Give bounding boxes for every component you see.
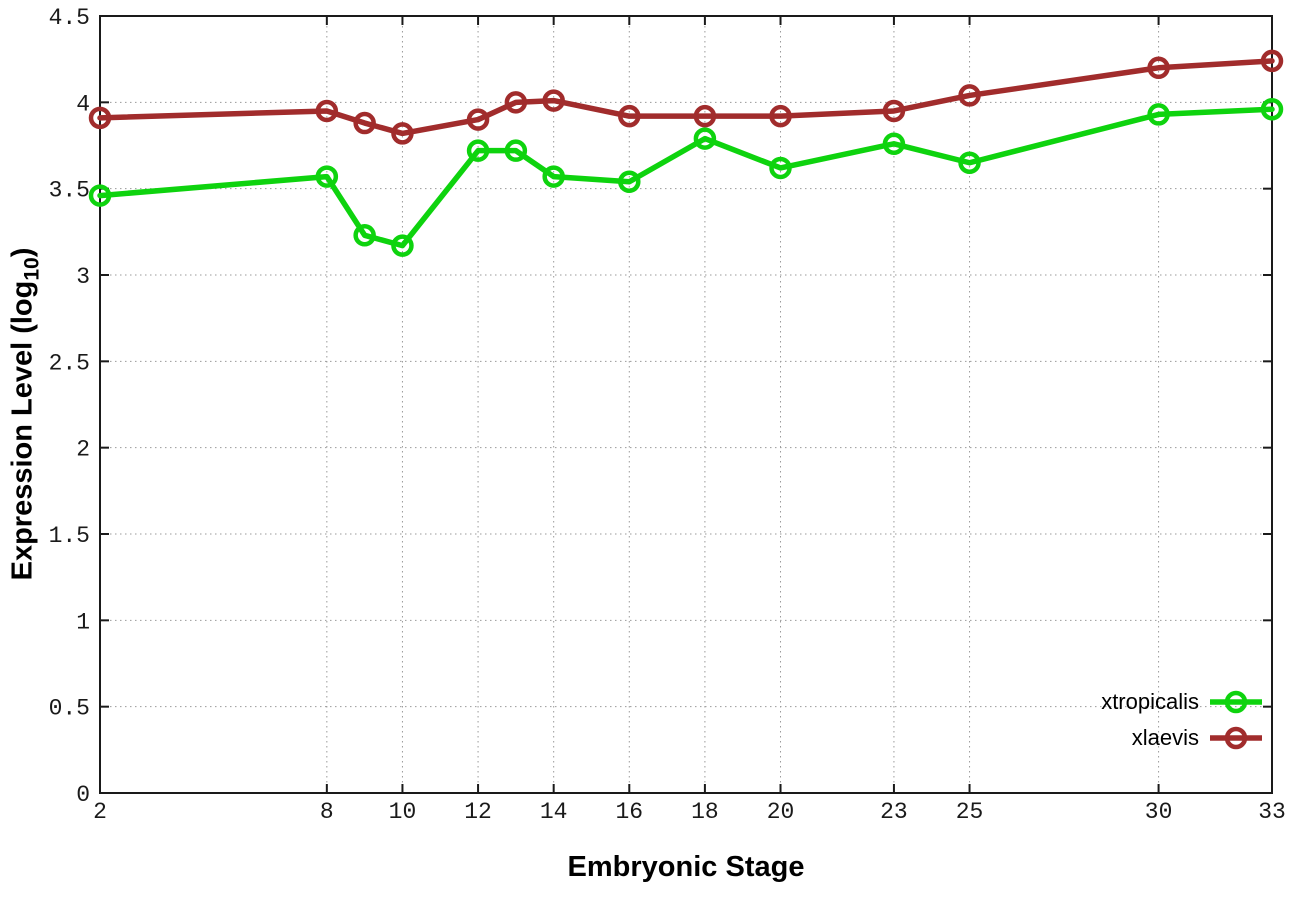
x-tick-label: 2 <box>93 799 107 825</box>
y-tick-label: 4 <box>76 91 90 117</box>
x-tick-label: 33 <box>1258 799 1286 825</box>
x-axis-title: Embryonic Stage <box>567 851 805 883</box>
plot-border <box>99 15 1273 794</box>
y-tick-label: 3.5 <box>49 178 90 204</box>
x-tick-label: 18 <box>691 799 719 825</box>
data-point-xtropicalis <box>542 165 565 188</box>
x-tick-label: 30 <box>1145 799 1173 825</box>
data-point-xlaevis <box>618 104 641 128</box>
y-axis-title-close: ) <box>6 247 39 258</box>
data-point-xtropicalis <box>618 170 641 194</box>
data-point-xlaevis <box>1147 56 1170 80</box>
y-tick-label: 1 <box>76 609 90 635</box>
data-point-xtropicalis <box>958 151 981 175</box>
data-point-xtropicalis <box>769 156 792 180</box>
series-line-xlaevis <box>97 58 1275 137</box>
y-tick-label: 2 <box>76 437 90 463</box>
y-axis-title: Expression Level (log10) <box>6 247 44 581</box>
data-point-xlaevis <box>542 89 565 112</box>
data-point-xtropicalis <box>315 165 339 188</box>
data-point-xlaevis <box>504 91 528 114</box>
y-tick-label: 0 <box>76 782 90 808</box>
x-tick-label: 23 <box>880 799 908 825</box>
data-point-xlaevis <box>88 106 112 130</box>
y-axis-title-subscript: 10 <box>20 257 44 281</box>
legend-label-xlaevis: xlaevis <box>1131 725 1199 750</box>
data-point-xlaevis <box>466 108 490 131</box>
data-point-xtropicalis <box>504 139 528 162</box>
data-point-xtropicalis <box>1147 103 1170 126</box>
legend: xtropicalis xlaevis <box>1101 684 1264 756</box>
legend-label-xtropicalis: xtropicalis <box>1101 689 1199 714</box>
data-point-xlaevis <box>769 104 792 128</box>
legend-item-xtropicalis: xtropicalis <box>1101 684 1264 720</box>
data-point-xtropicalis <box>1260 97 1284 121</box>
data-point-xlaevis <box>353 111 376 135</box>
x-tick-label: 20 <box>767 799 795 825</box>
data-point-xtropicalis <box>882 132 906 156</box>
data-point-xlaevis <box>693 104 717 128</box>
data-point-xtropicalis <box>353 224 376 247</box>
x-tick-label: 25 <box>956 799 984 825</box>
y-tick-label: 4.5 <box>49 5 90 31</box>
y-tick-label: 2.5 <box>49 350 90 376</box>
x-tick-label: 10 <box>389 799 417 825</box>
y-tick-label: 1.5 <box>49 523 90 549</box>
data-point-xlaevis <box>315 99 339 123</box>
x-tick-label: 8 <box>320 799 334 825</box>
legend-marker-xlaevis-icon <box>1210 726 1262 750</box>
y-tick-label: 3 <box>76 264 90 290</box>
x-tick-label: 16 <box>615 799 643 825</box>
data-point-xlaevis <box>391 122 414 145</box>
data-point-xlaevis <box>958 84 981 107</box>
series-line-xtropicalis <box>97 106 1275 249</box>
y-tick-label: 0.5 <box>49 696 90 722</box>
data-point-xtropicalis <box>693 127 717 150</box>
legend-marker-xtropicalis-icon <box>1210 690 1262 714</box>
data-point-xlaevis <box>1260 49 1284 73</box>
x-tick-label: 14 <box>540 799 568 825</box>
data-point-xtropicalis <box>88 184 112 207</box>
y-axis-title-text: Expression Level (log <box>6 280 39 581</box>
data-point-xlaevis <box>882 99 906 123</box>
data-point-xtropicalis <box>391 234 414 257</box>
data-point-xtropicalis <box>466 139 490 162</box>
x-tick-label: 12 <box>464 799 492 825</box>
legend-item-xlaevis: xlaevis <box>1101 720 1264 756</box>
